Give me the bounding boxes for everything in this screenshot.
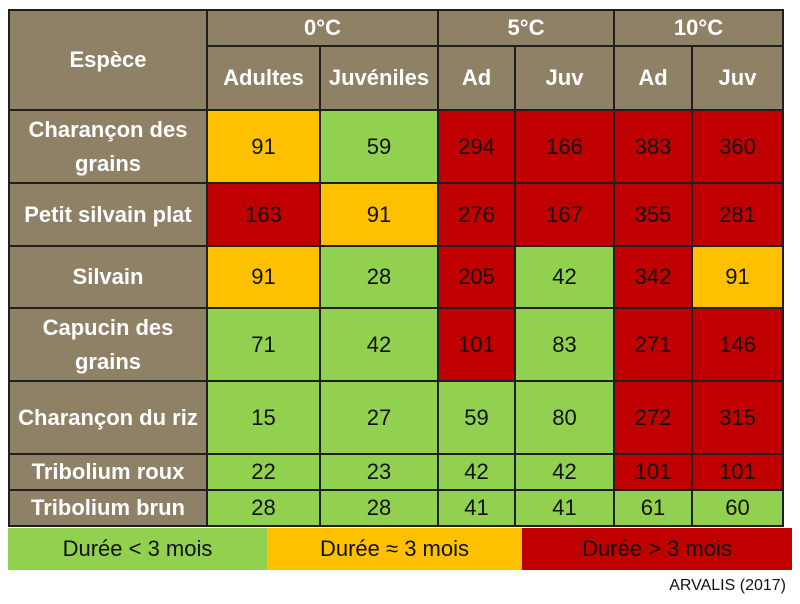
value-cell: 42 (514, 453, 615, 491)
value-cell: 101 (613, 453, 693, 491)
value-cell: 28 (206, 489, 321, 527)
value-cell: 91 (206, 109, 321, 184)
value-cell: 41 (514, 489, 615, 527)
value-cell: 294 (437, 109, 516, 184)
value-cell: 360 (691, 109, 784, 184)
value-cell: 383 (613, 109, 693, 184)
species-name: Tribolium brun (8, 489, 208, 527)
table-row: Silvain 91 28 205 42 342 91 (8, 245, 784, 309)
value-cell: 205 (437, 245, 516, 309)
species-name: Silvain (8, 245, 208, 309)
value-cell: 101 (691, 453, 784, 491)
value-cell: 80 (514, 380, 615, 455)
legend-green: Durée < 3 mois (8, 528, 267, 570)
value-cell: 42 (437, 453, 516, 491)
table-row: Capucin des grains 71 42 101 83 271 146 (8, 307, 784, 382)
species-name: Charançon des grains (8, 109, 208, 184)
subcol-header: Juv (514, 45, 615, 111)
value-cell: 342 (613, 245, 693, 309)
value-cell: 41 (437, 489, 516, 527)
value-cell: 23 (319, 453, 439, 491)
value-cell: 163 (206, 182, 321, 247)
value-cell: 59 (319, 109, 439, 184)
value-cell: 27 (319, 380, 439, 455)
value-cell: 83 (514, 307, 615, 382)
value-cell: 59 (437, 380, 516, 455)
value-cell: 15 (206, 380, 321, 455)
value-cell: 91 (319, 182, 439, 247)
species-header: Espèce (8, 9, 208, 111)
value-cell: 91 (691, 245, 784, 309)
value-cell: 91 (206, 245, 321, 309)
subcol-header: Juvéniles (319, 45, 439, 111)
value-cell: 166 (514, 109, 615, 184)
legend-orange: Durée ≈ 3 mois (267, 528, 522, 570)
value-cell: 276 (437, 182, 516, 247)
source-credit: ARVALIS (2017) (669, 577, 786, 594)
subcol-header: Ad (613, 45, 693, 111)
value-cell: 28 (319, 245, 439, 309)
temp-header-5c: 5°C (437, 9, 615, 47)
legend-red: Durée > 3 mois (522, 528, 792, 570)
value-cell: 22 (206, 453, 321, 491)
species-name: Charançon du riz (8, 380, 208, 455)
species-name: Petit silvain plat (8, 182, 208, 247)
value-cell: 60 (691, 489, 784, 527)
value-cell: 42 (319, 307, 439, 382)
duration-table: Espèce 0°C 5°C 10°C Adultes Juvéniles Ad… (8, 9, 784, 527)
table-row: Tribolium roux 22 23 42 42 101 101 (8, 453, 784, 491)
value-cell: 272 (613, 380, 693, 455)
table-row: Tribolium brun 28 28 41 41 61 60 (8, 489, 784, 527)
value-cell: 146 (691, 307, 784, 382)
value-cell: 61 (613, 489, 693, 527)
legend: Durée < 3 mois Durée ≈ 3 mois Durée > 3 … (8, 528, 792, 570)
value-cell: 28 (319, 489, 439, 527)
value-cell: 271 (613, 307, 693, 382)
value-cell: 281 (691, 182, 784, 247)
value-cell: 71 (206, 307, 321, 382)
value-cell: 101 (437, 307, 516, 382)
subcol-header: Ad (437, 45, 516, 111)
subcol-header: Juv (691, 45, 784, 111)
temp-header-0c: 0°C (206, 9, 439, 47)
subcol-header: Adultes (206, 45, 321, 111)
species-name: Capucin des grains (8, 307, 208, 382)
value-cell: 315 (691, 380, 784, 455)
temp-header-10c: 10°C (613, 9, 784, 47)
species-name: Tribolium roux (8, 453, 208, 491)
value-cell: 42 (514, 245, 615, 309)
table-row: Charançon du riz 15 27 59 80 272 315 (8, 380, 784, 455)
value-cell: 355 (613, 182, 693, 247)
table-row: Petit silvain plat 163 91 276 167 355 28… (8, 182, 784, 247)
value-cell: 167 (514, 182, 615, 247)
table-row: Charançon des grains 91 59 294 166 383 3… (8, 109, 784, 184)
